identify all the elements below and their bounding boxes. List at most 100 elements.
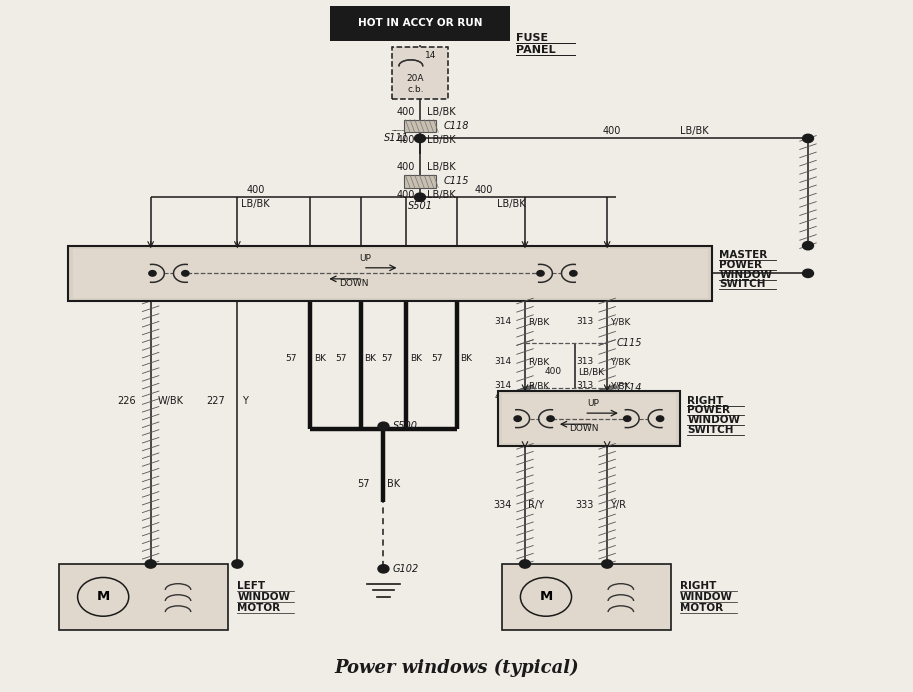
Text: LB/BK: LB/BK xyxy=(578,367,604,376)
Text: 314: 314 xyxy=(494,357,511,366)
Text: Power windows (typical): Power windows (typical) xyxy=(334,659,579,677)
Text: R/BK: R/BK xyxy=(528,357,549,366)
Text: 400: 400 xyxy=(544,367,561,376)
Text: MASTER: MASTER xyxy=(719,251,768,260)
Circle shape xyxy=(803,242,813,250)
Text: 400: 400 xyxy=(475,185,493,195)
Text: 226: 226 xyxy=(118,397,136,406)
FancyBboxPatch shape xyxy=(330,6,510,41)
Text: S111: S111 xyxy=(384,134,409,143)
Text: BK: BK xyxy=(364,354,376,363)
Text: 57: 57 xyxy=(285,354,297,363)
Text: LB/BK: LB/BK xyxy=(427,107,456,117)
Text: Y/BK: Y/BK xyxy=(610,357,630,366)
Circle shape xyxy=(149,271,156,276)
Text: 334: 334 xyxy=(493,500,511,510)
Text: POWER: POWER xyxy=(687,406,730,415)
Text: R/BK: R/BK xyxy=(528,381,549,390)
Text: Y: Y xyxy=(242,397,247,406)
Text: 400: 400 xyxy=(603,127,621,136)
Text: MOTOR: MOTOR xyxy=(237,603,280,613)
Text: 57: 57 xyxy=(357,480,370,489)
Circle shape xyxy=(182,271,189,276)
Text: UP: UP xyxy=(587,399,600,408)
Text: 400: 400 xyxy=(397,136,415,145)
Text: S500: S500 xyxy=(393,421,417,431)
Circle shape xyxy=(547,416,554,421)
Text: 57: 57 xyxy=(335,354,347,363)
Circle shape xyxy=(537,271,544,276)
Text: Y/R: Y/R xyxy=(610,500,626,510)
Text: LB/BK: LB/BK xyxy=(679,127,708,136)
Text: R/Y: R/Y xyxy=(528,500,544,510)
Text: BK: BK xyxy=(314,354,326,363)
Text: WINDOW: WINDOW xyxy=(719,270,772,280)
Text: 333: 333 xyxy=(575,500,593,510)
Circle shape xyxy=(232,560,243,568)
Text: DOWN: DOWN xyxy=(339,279,369,288)
FancyBboxPatch shape xyxy=(502,394,676,443)
Text: WINDOW: WINDOW xyxy=(687,415,740,425)
Text: 400: 400 xyxy=(494,392,511,401)
FancyBboxPatch shape xyxy=(502,564,671,630)
Text: WINDOW: WINDOW xyxy=(237,592,290,602)
Text: HOT IN ACCY OR RUN: HOT IN ACCY OR RUN xyxy=(358,18,482,28)
Text: MOTOR: MOTOR xyxy=(680,603,723,613)
FancyBboxPatch shape xyxy=(68,246,712,301)
Text: POWER: POWER xyxy=(719,260,762,270)
Circle shape xyxy=(656,416,664,421)
Text: 313: 313 xyxy=(576,317,593,327)
FancyBboxPatch shape xyxy=(59,564,228,630)
Text: M: M xyxy=(540,590,552,603)
Circle shape xyxy=(415,134,425,143)
Circle shape xyxy=(570,271,577,276)
Text: BK: BK xyxy=(387,480,400,489)
Text: BK: BK xyxy=(410,354,422,363)
Circle shape xyxy=(514,416,521,421)
Text: FUSE: FUSE xyxy=(516,33,548,43)
Text: DOWN: DOWN xyxy=(570,424,599,433)
Text: 57: 57 xyxy=(431,354,443,363)
Text: 314: 314 xyxy=(494,381,511,390)
FancyBboxPatch shape xyxy=(73,249,708,298)
Circle shape xyxy=(415,193,425,201)
Text: G102: G102 xyxy=(393,564,419,574)
Circle shape xyxy=(602,560,613,568)
Text: WINDOW: WINDOW xyxy=(680,592,733,602)
Text: BK: BK xyxy=(460,354,472,363)
Circle shape xyxy=(145,560,156,568)
Text: SWITCH: SWITCH xyxy=(687,425,734,435)
Text: 313: 313 xyxy=(576,381,593,390)
Text: R/BK: R/BK xyxy=(528,317,549,327)
Text: C114: C114 xyxy=(616,383,642,392)
Circle shape xyxy=(378,565,389,573)
Circle shape xyxy=(520,577,572,616)
Text: 400: 400 xyxy=(247,185,265,195)
Text: LEFT: LEFT xyxy=(237,581,266,591)
Text: C115: C115 xyxy=(616,338,642,347)
Text: 400: 400 xyxy=(397,190,415,200)
Text: 400: 400 xyxy=(397,107,415,117)
Text: LB/BK: LB/BK xyxy=(528,392,554,401)
Circle shape xyxy=(803,269,813,277)
Bar xyxy=(404,120,436,132)
Text: Y/BK: Y/BK xyxy=(610,317,630,327)
Text: W/BK: W/BK xyxy=(158,397,184,406)
Text: SWITCH: SWITCH xyxy=(719,280,766,289)
Circle shape xyxy=(378,422,389,430)
Text: Y/BK: Y/BK xyxy=(610,381,630,390)
Text: C118: C118 xyxy=(444,121,469,131)
Text: 314: 314 xyxy=(494,317,511,327)
Text: LB/BK: LB/BK xyxy=(427,136,456,145)
Bar xyxy=(404,175,436,188)
FancyBboxPatch shape xyxy=(498,391,680,446)
Text: _____: _____ xyxy=(392,125,409,131)
Text: 20A: 20A xyxy=(406,73,425,83)
Text: UP: UP xyxy=(359,254,371,263)
Text: LB/BK: LB/BK xyxy=(241,199,270,209)
Text: 400: 400 xyxy=(397,163,415,172)
Text: 57: 57 xyxy=(381,354,393,363)
Text: C115: C115 xyxy=(444,176,469,186)
Text: RIGHT: RIGHT xyxy=(680,581,717,591)
Text: LB/BK: LB/BK xyxy=(427,190,456,200)
